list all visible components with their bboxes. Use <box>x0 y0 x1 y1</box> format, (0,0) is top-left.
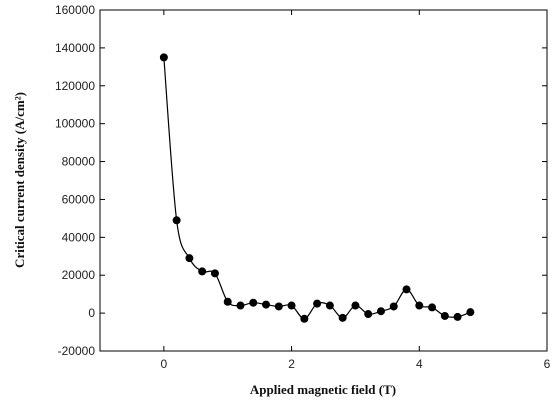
data-point <box>402 285 411 294</box>
data-point <box>287 301 296 310</box>
y-axis-label: Critical current density (A/cm²) <box>12 92 27 268</box>
data-point <box>236 301 245 310</box>
x-axis: 0 2 4 6 <box>161 10 551 371</box>
data-point <box>415 301 424 310</box>
data-series-line <box>163 57 471 320</box>
y-tick-label: 160000 <box>55 3 95 17</box>
data-point <box>185 254 194 263</box>
data-point <box>428 303 437 312</box>
data-point <box>376 307 385 316</box>
y-tick-label: 120000 <box>55 79 95 93</box>
data-point <box>249 298 258 307</box>
data-point <box>210 269 219 278</box>
data-point <box>325 301 334 310</box>
data-points <box>159 53 475 323</box>
data-point <box>172 216 181 225</box>
data-point <box>440 311 449 320</box>
data-point <box>262 300 271 309</box>
plot-frame <box>99 9 548 352</box>
data-point <box>466 308 475 317</box>
data-point <box>389 302 398 311</box>
x-tick-label: 4 <box>416 357 423 371</box>
y-axis: -20000 0 20000 40000 60000 80000 100000 120000 1… <box>55 3 547 358</box>
data-point <box>351 301 360 310</box>
x-axis-label: Applied magnetic field (T) <box>250 382 396 397</box>
data-point <box>300 314 309 323</box>
x-tick-label: 6 <box>544 357 551 371</box>
data-point <box>338 313 347 322</box>
y-tick-label: 60000 <box>62 192 96 206</box>
y-tick-label: 100000 <box>55 117 95 131</box>
y-tick-label: 140000 <box>55 41 95 55</box>
y-tick-label: -20000 <box>58 344 96 358</box>
data-point <box>223 297 232 306</box>
data-point <box>453 312 462 321</box>
x-tick-label: 0 <box>161 357 168 371</box>
data-point <box>364 310 373 319</box>
x-tick-label: 2 <box>288 357 295 371</box>
y-tick-label: 80000 <box>62 155 96 169</box>
y-tick-label: 40000 <box>62 230 96 244</box>
y-tick-label: 20000 <box>62 268 96 282</box>
data-point <box>313 299 322 308</box>
y-tick-label: 0 <box>88 306 95 320</box>
data-point <box>198 267 207 276</box>
data-point <box>159 53 168 62</box>
data-point <box>274 302 283 311</box>
